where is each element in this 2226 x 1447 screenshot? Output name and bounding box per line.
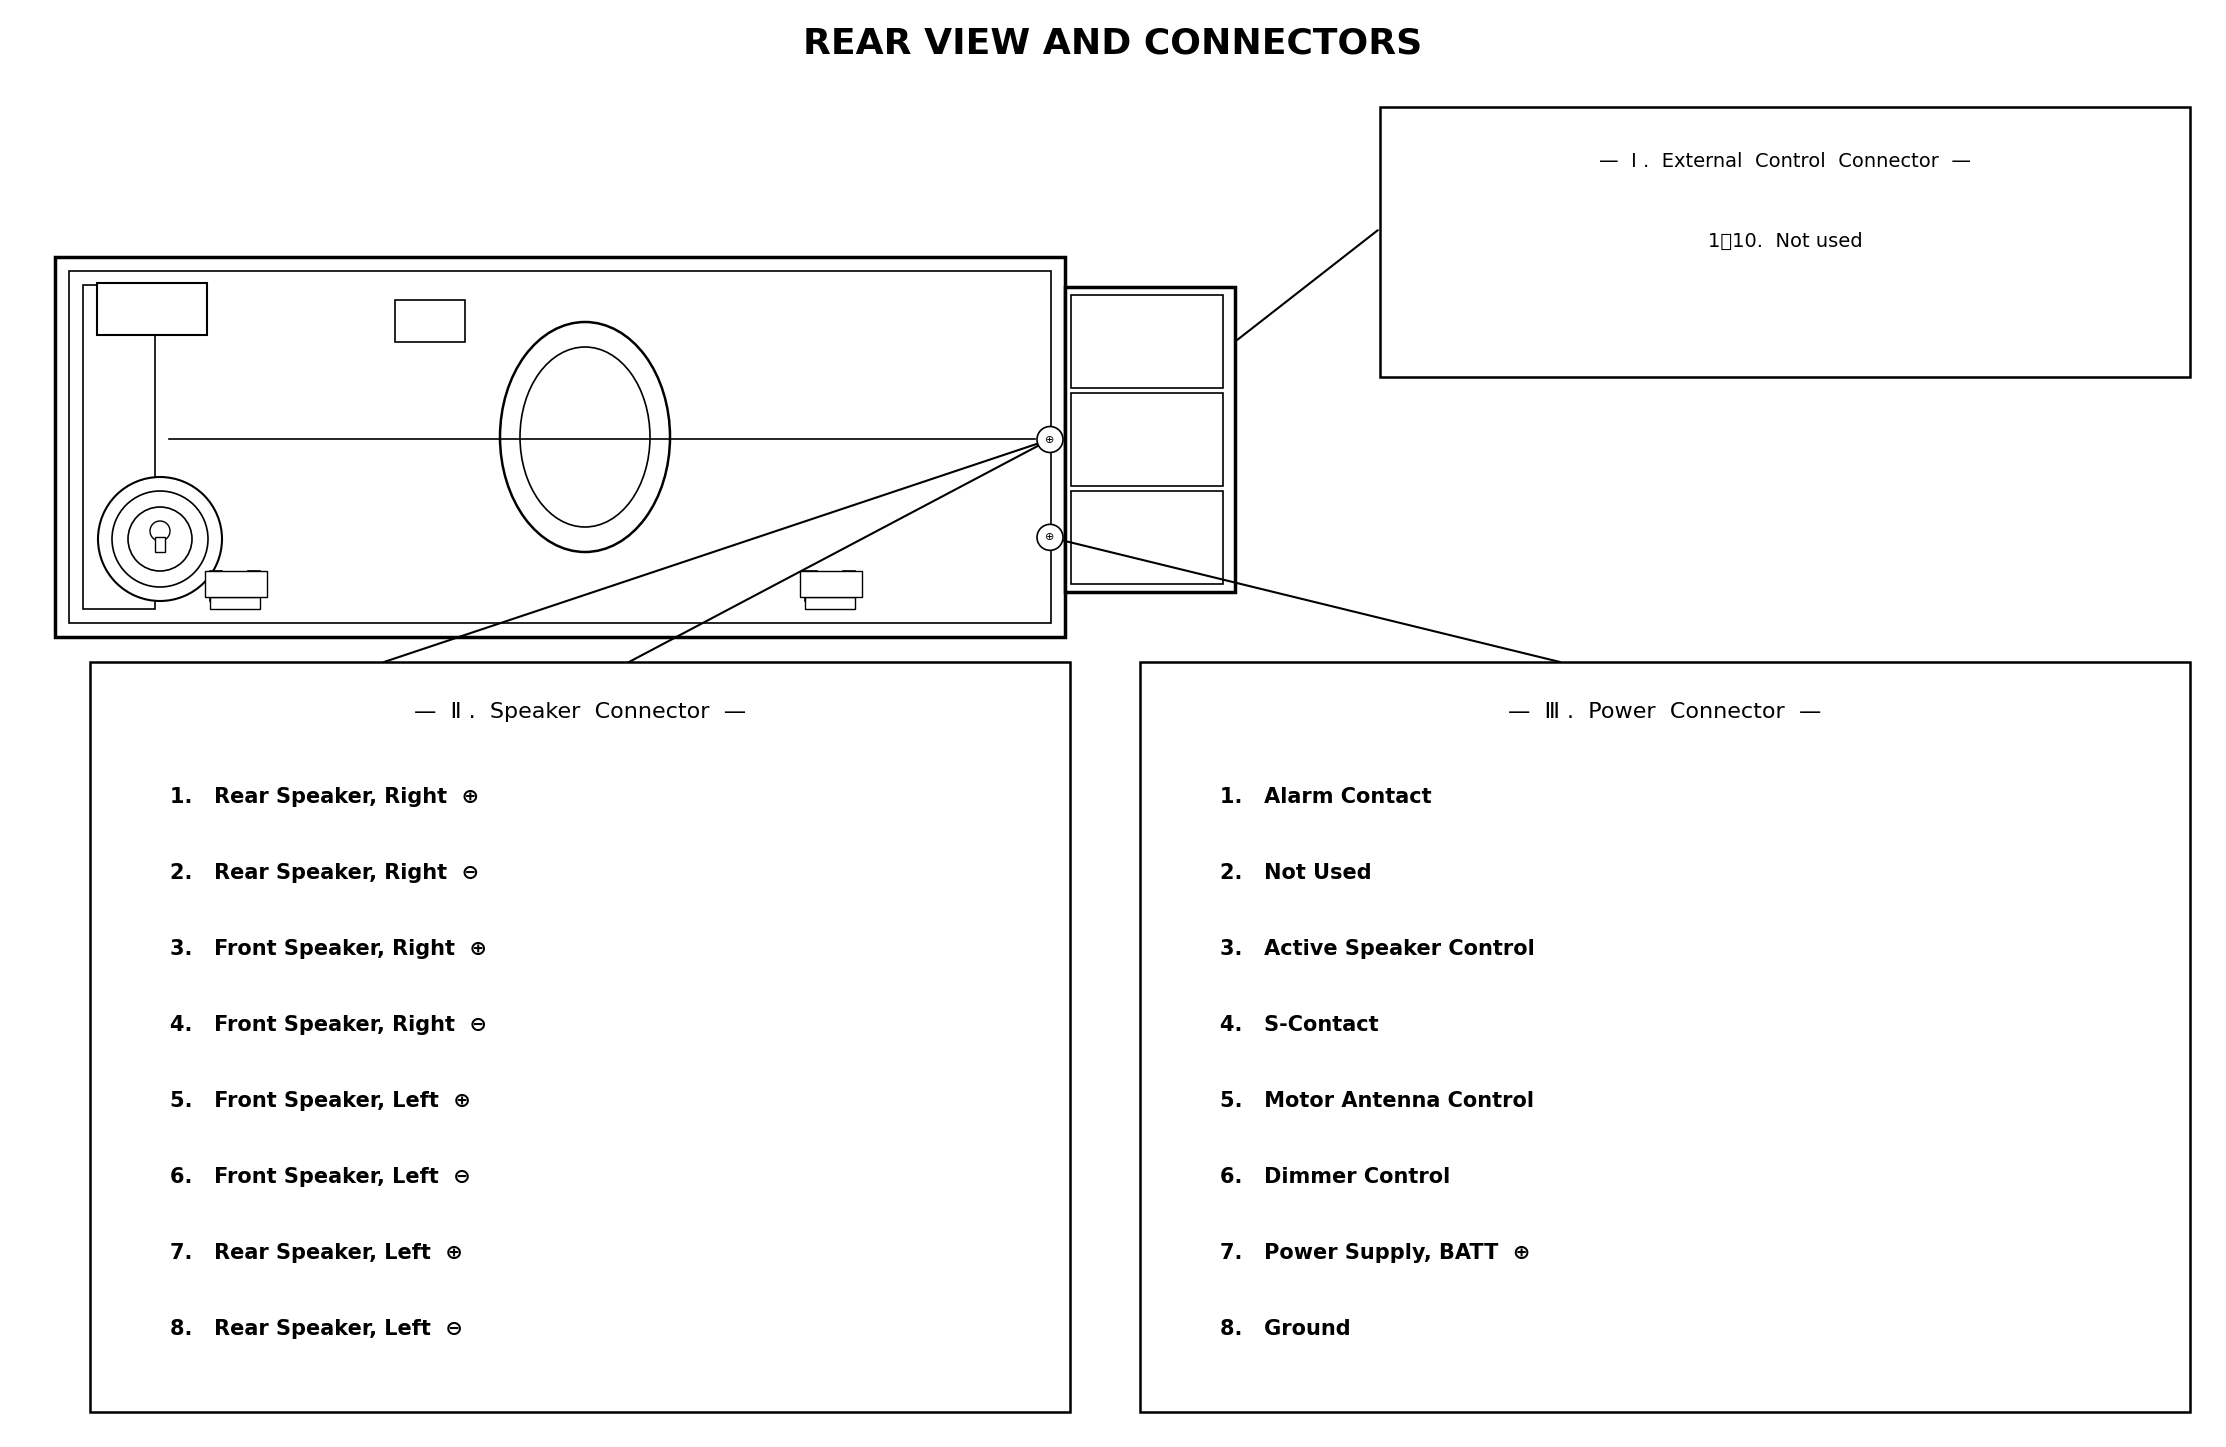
Text: 7: 7: [1160, 305, 1166, 314]
Text: 3: 3: [1111, 404, 1117, 412]
Text: 5.   Front Speaker, Left  ⊕: 5. Front Speaker, Left ⊕: [169, 1091, 472, 1111]
Text: 4: 4: [1111, 530, 1117, 538]
Text: —  Ⅲ .  Power  Connector  —: — Ⅲ . Power Connector —: [1509, 702, 1821, 722]
Text: 1～10.  Not used: 1～10. Not used: [1707, 232, 1863, 250]
Text: 8: 8: [1160, 333, 1166, 343]
Text: —  Ⅱ .  Speaker  Connector  —: — Ⅱ . Speaker Connector —: [414, 702, 746, 722]
Bar: [394, 300, 465, 341]
Bar: [1071, 392, 1222, 486]
Text: 2: 2: [1080, 530, 1084, 538]
Text: 1: 1: [1080, 501, 1084, 511]
Text: 5: 5: [1144, 404, 1149, 412]
Text: 4: 4: [1106, 333, 1111, 343]
Text: 5: 5: [1144, 501, 1149, 511]
Text: 5.   Motor Antenna Control: 5. Motor Antenna Control: [1220, 1091, 1534, 1111]
Bar: [806, 598, 855, 609]
Text: 7.5: 7.5: [1218, 433, 1227, 446]
Text: 4: 4: [1111, 431, 1117, 440]
Bar: [1071, 491, 1222, 585]
Text: 6.   Dimmer Control: 6. Dimmer Control: [1220, 1166, 1451, 1187]
Text: 4.   Front Speaker, Right  ⊖: 4. Front Speaker, Right ⊖: [169, 1014, 487, 1035]
Bar: [69, 271, 1051, 624]
Text: 1.   Rear Speaker, Right  ⊕: 1. Rear Speaker, Right ⊕: [169, 787, 479, 807]
Text: 2: 2: [1080, 333, 1084, 343]
Text: 3: 3: [1111, 501, 1117, 511]
Text: 4.   S-Contact: 4. S-Contact: [1220, 1014, 1378, 1035]
Bar: [156, 537, 165, 551]
Text: ⊕: ⊕: [1046, 532, 1055, 543]
Circle shape: [111, 491, 207, 587]
Text: 5: 5: [1133, 305, 1137, 314]
Bar: [205, 572, 267, 598]
Bar: [56, 258, 1064, 637]
Bar: [1071, 295, 1222, 388]
Text: 6: 6: [1144, 431, 1149, 440]
Text: 8: 8: [1175, 431, 1180, 440]
Bar: [1140, 661, 2190, 1412]
Text: 6.   Front Speaker, Left  ⊖: 6. Front Speaker, Left ⊖: [169, 1166, 470, 1187]
Text: 7.   Power Supply, BATT  ⊕: 7. Power Supply, BATT ⊕: [1220, 1243, 1531, 1263]
Text: 8: 8: [1175, 530, 1180, 538]
Bar: [806, 572, 817, 601]
Text: 6: 6: [1133, 333, 1140, 343]
Text: 1: 1: [1080, 404, 1084, 412]
Text: 7.   Rear Speaker, Left  ⊕: 7. Rear Speaker, Left ⊕: [169, 1243, 463, 1263]
Text: 1: 1: [1080, 305, 1084, 314]
Text: 1.   Alarm Contact: 1. Alarm Contact: [1220, 787, 1431, 807]
Text: 3: 3: [1106, 305, 1111, 314]
Circle shape: [1037, 524, 1064, 550]
Bar: [223, 583, 247, 595]
Bar: [247, 572, 260, 601]
Bar: [209, 598, 260, 609]
Text: —  I .  External  Control  Connector  —: — I . External Control Connector —: [1598, 152, 1970, 171]
Circle shape: [1037, 427, 1064, 453]
Bar: [817, 583, 844, 595]
Bar: [799, 572, 861, 598]
Text: 7: 7: [1175, 404, 1180, 412]
Text: 2: 2: [1080, 431, 1084, 440]
Bar: [1380, 107, 2190, 378]
Circle shape: [129, 506, 191, 572]
Text: 2.   Not Used: 2. Not Used: [1220, 862, 1371, 883]
Text: 9: 9: [1186, 305, 1193, 314]
Bar: [209, 572, 223, 601]
Ellipse shape: [501, 323, 670, 551]
Text: 3.   Front Speaker, Right  ⊕: 3. Front Speaker, Right ⊕: [169, 939, 487, 959]
Bar: [98, 284, 207, 336]
Circle shape: [98, 478, 223, 601]
Text: 8.   Ground: 8. Ground: [1220, 1320, 1351, 1338]
Text: 7: 7: [1175, 501, 1180, 511]
Text: 3.   Active Speaker Control: 3. Active Speaker Control: [1220, 939, 1534, 959]
Bar: [82, 285, 156, 609]
Text: 8.   Rear Speaker, Left  ⊖: 8. Rear Speaker, Left ⊖: [169, 1320, 463, 1338]
Ellipse shape: [521, 347, 650, 527]
Text: 10: 10: [1184, 333, 1195, 343]
Text: REAR VIEW AND CONNECTORS: REAR VIEW AND CONNECTORS: [804, 27, 1422, 61]
Bar: [844, 572, 855, 601]
Circle shape: [149, 521, 169, 541]
Bar: [1064, 287, 1235, 592]
Text: 6: 6: [1144, 530, 1149, 538]
Bar: [89, 661, 1071, 1412]
Text: 2.   Rear Speaker, Right  ⊖: 2. Rear Speaker, Right ⊖: [169, 862, 479, 883]
Text: ⊕: ⊕: [1046, 434, 1055, 444]
